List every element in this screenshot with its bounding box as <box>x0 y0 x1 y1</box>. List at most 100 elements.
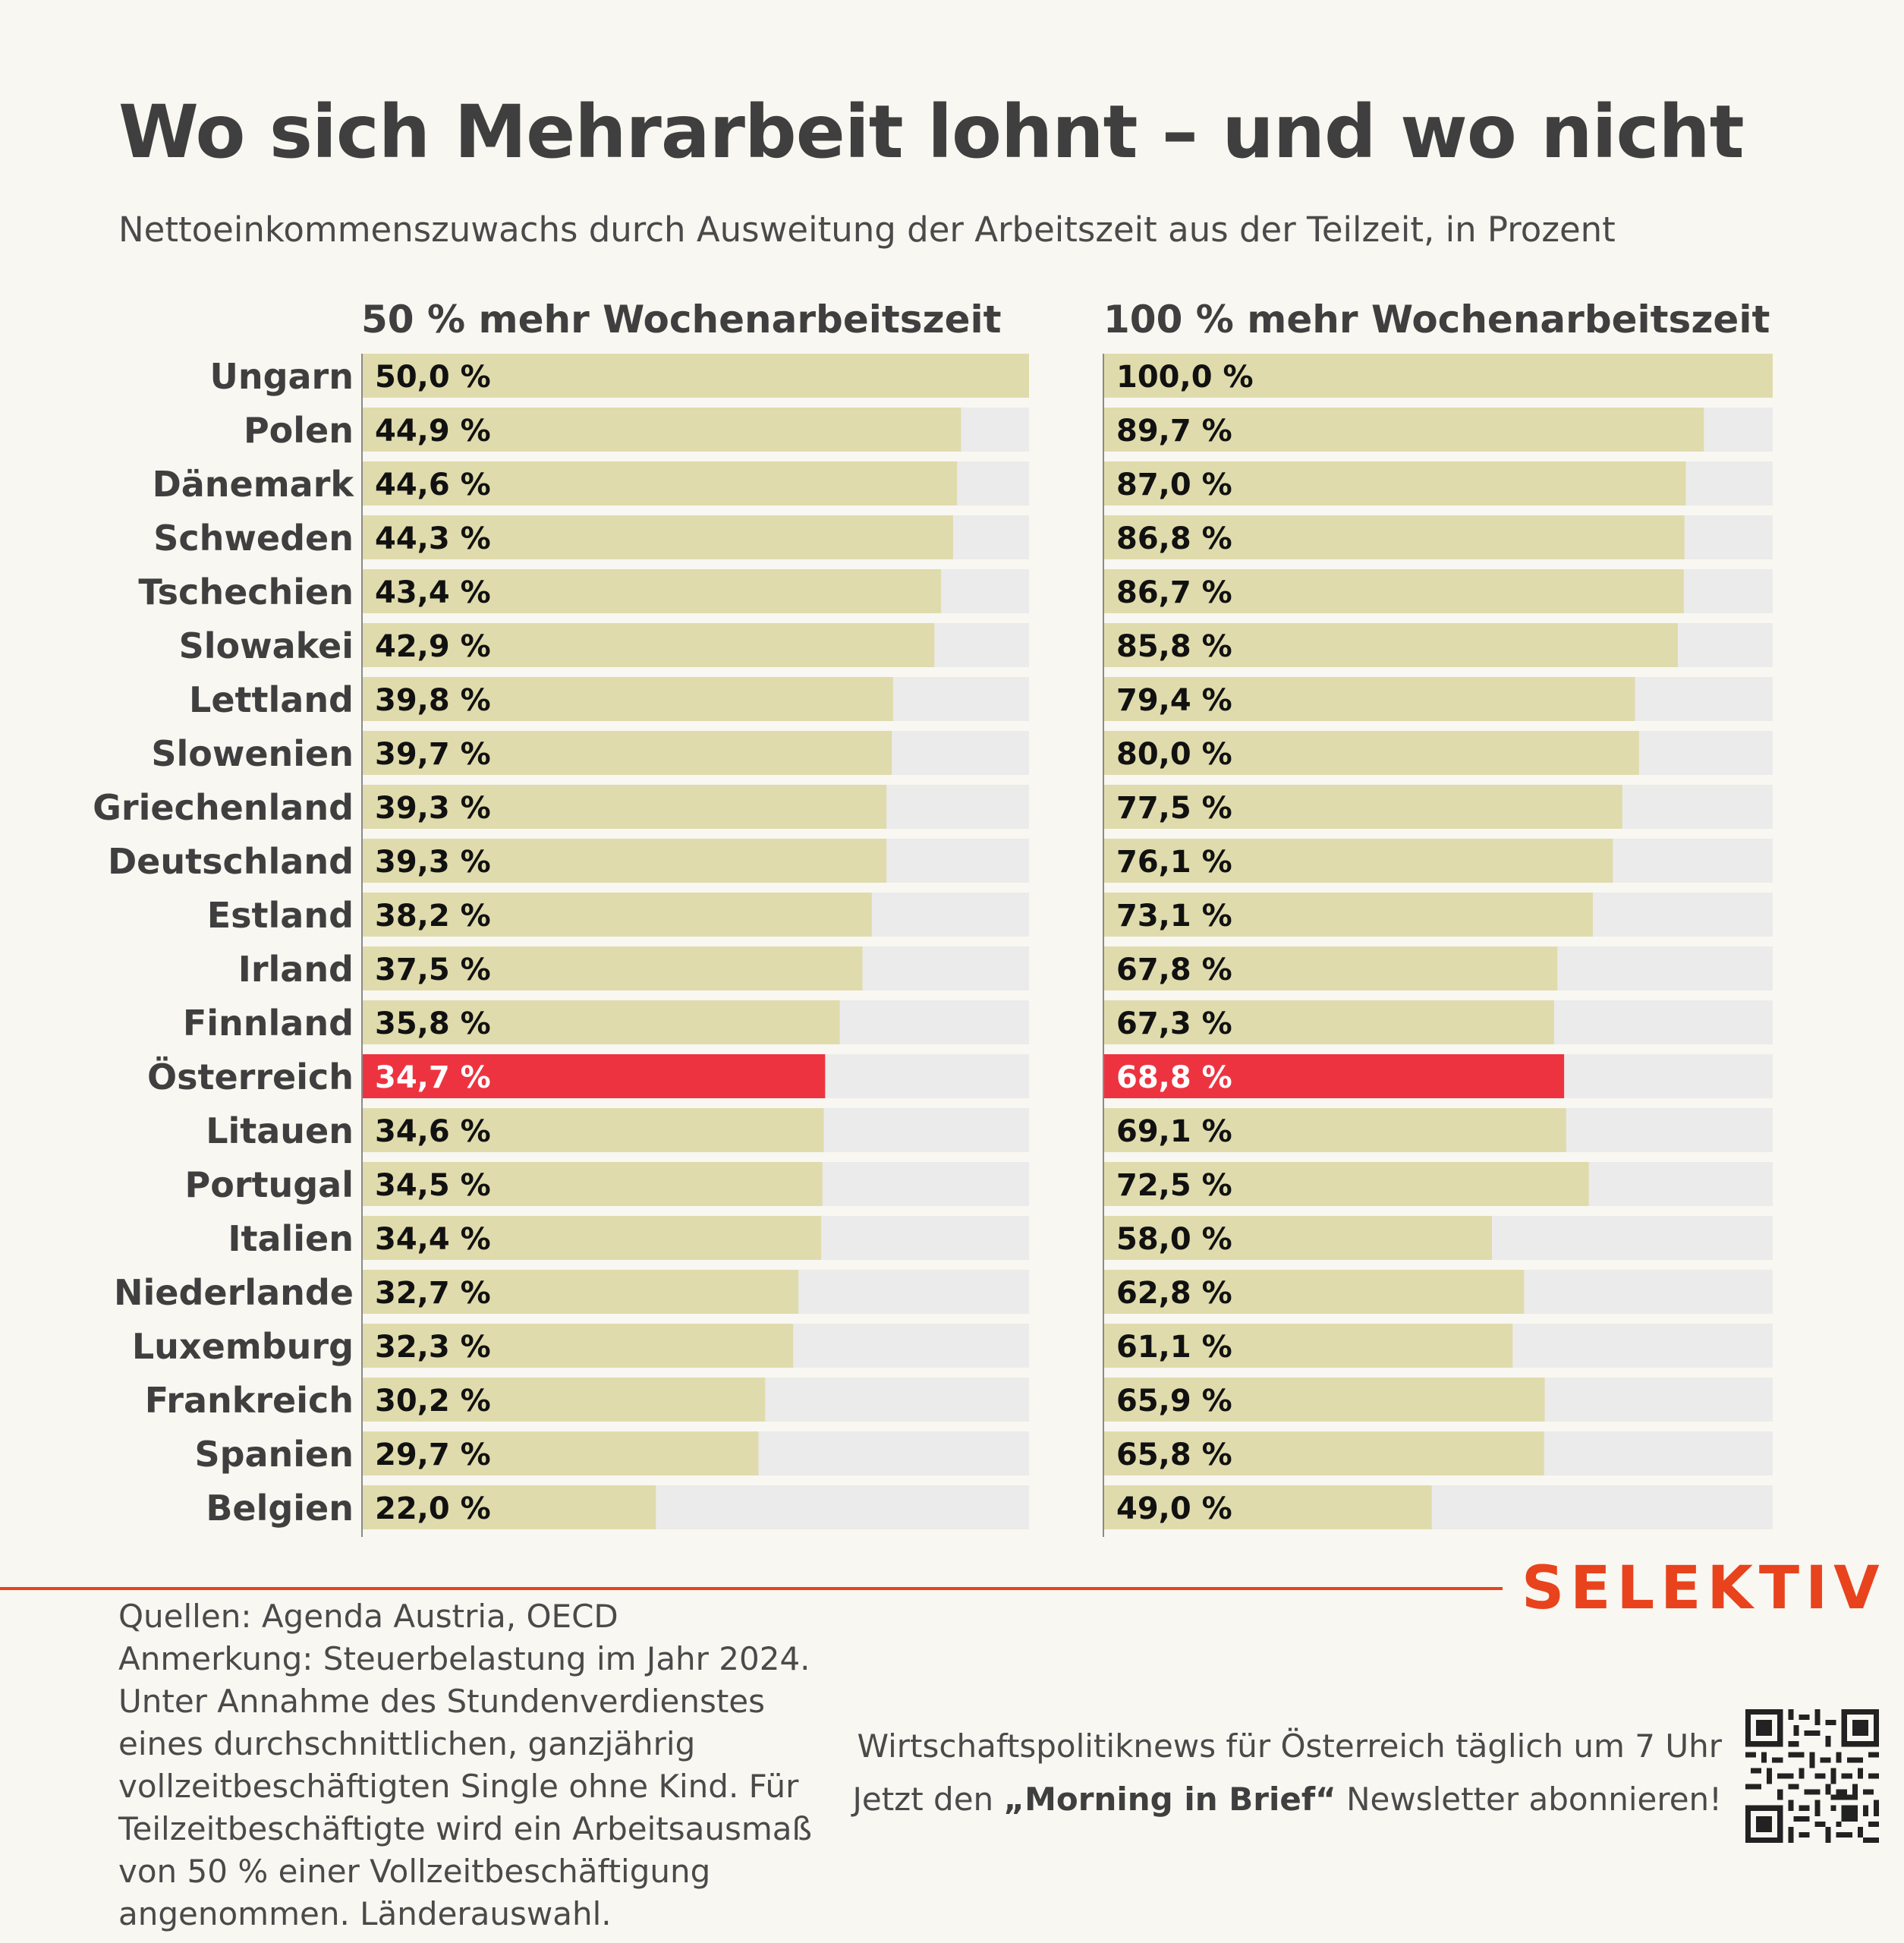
bar <box>363 623 935 667</box>
data-label: 62,8 % <box>1116 1276 1232 1311</box>
footer-divider <box>0 1587 1503 1590</box>
category-label: Polen <box>244 410 354 451</box>
category-label: Griechenland <box>93 787 354 828</box>
bar <box>1104 515 1685 559</box>
note-line: vollzeitbeschäftigten Single ohne Kind. … <box>118 1768 799 1805</box>
category-label: Litauen <box>206 1110 354 1151</box>
bar <box>363 1162 823 1206</box>
category-label: Irland <box>238 949 354 990</box>
bar <box>363 1431 759 1475</box>
brand-logo: SELEKTIV <box>1522 1554 1886 1623</box>
data-label: 44,3 % <box>375 521 491 556</box>
bar <box>1104 354 1773 398</box>
bar <box>1104 1216 1492 1260</box>
promo-text-post: Newsletter abonnieren! <box>1336 1781 1722 1818</box>
category-label: Ungarn <box>209 356 354 397</box>
category-label: Dänemark <box>153 464 355 505</box>
bar <box>1104 461 1686 505</box>
note-line: angenommen. Länderauswahl. <box>118 1895 612 1932</box>
data-label: 89,7 % <box>1116 414 1232 449</box>
bar <box>363 946 863 990</box>
data-label: 65,8 % <box>1116 1438 1232 1472</box>
bar <box>1104 677 1635 721</box>
data-label: 34,4 % <box>375 1222 491 1257</box>
note-line: Teilzeitbeschäftigte wird ein Arbeitsaus… <box>118 1810 812 1847</box>
bar <box>1104 1378 1545 1422</box>
data-label: 39,3 % <box>375 791 491 826</box>
data-label: 32,3 % <box>375 1330 491 1365</box>
bar <box>1104 1270 1525 1314</box>
bar <box>1104 408 1704 452</box>
promo-newsletter-name: „Morning in Brief“ <box>1003 1781 1336 1818</box>
data-label: 42,9 % <box>375 629 491 664</box>
source-notes: Quellen: Agenda Austria, OECD Anmerkung:… <box>118 1595 862 1935</box>
newsletter-promo[interactable]: Wirtschaftspolitiknews für Österreich tä… <box>852 1720 1722 1826</box>
category-label: Slowenien <box>151 733 354 774</box>
bar <box>363 1270 799 1314</box>
bar <box>1104 893 1594 937</box>
data-label: 49,0 % <box>1116 1491 1232 1526</box>
category-label: Niederlande <box>114 1272 354 1313</box>
bar <box>1104 731 1639 775</box>
data-label: 43,4 % <box>375 575 491 610</box>
bar <box>1104 1324 1513 1368</box>
data-label: 34,6 % <box>375 1114 491 1149</box>
data-label: 67,3 % <box>1116 1006 1232 1041</box>
promo-line-1: Wirtschaftspolitiknews für Österreich tä… <box>857 1727 1723 1765</box>
bar <box>363 731 892 775</box>
bar <box>363 569 942 613</box>
category-label: Slowakei <box>179 625 354 666</box>
bar <box>1104 1054 1565 1098</box>
category-label: Tschechien <box>138 572 354 613</box>
bar <box>1104 623 1678 667</box>
note-line: Unter Annahme des Stundenverdienstes <box>118 1683 766 1720</box>
category-label: Österreich <box>147 1057 354 1097</box>
data-label: 39,3 % <box>375 845 491 880</box>
note-line: Anmerkung: Steuerbelastung im Jahr 2024. <box>118 1640 810 1677</box>
bar <box>363 408 961 452</box>
category-label: Portugal <box>185 1164 354 1205</box>
bar <box>1104 1485 1432 1529</box>
data-label: 37,5 % <box>375 953 491 987</box>
data-label: 100,0 % <box>1116 360 1254 395</box>
data-label: 69,1 % <box>1116 1114 1232 1149</box>
bar <box>363 1108 824 1152</box>
data-label: 80,0 % <box>1116 737 1232 772</box>
bar-chart: Ungarn 50,0 % 100,0 % Polen 44,9 % 89,7 % Däne… <box>93 354 1773 1537</box>
category-label: Italien <box>228 1218 354 1259</box>
bar <box>363 1324 794 1368</box>
panel-title-100: 100 % mehr Wochenarbeitszeit <box>1103 298 1770 342</box>
bar <box>363 515 953 559</box>
data-label: 68,8 % <box>1116 1060 1232 1095</box>
note-line: Quellen: Agenda Austria, OECD <box>118 1598 618 1635</box>
data-label: 38,2 % <box>375 899 491 934</box>
bar <box>363 839 887 883</box>
data-label: 29,7 % <box>375 1438 491 1472</box>
data-label: 22,0 % <box>375 1491 491 1526</box>
category-label: Deutschland <box>108 841 354 882</box>
panel-title-50: 50 % mehr Wochenarbeitszeit <box>361 298 1002 342</box>
bar <box>363 677 893 721</box>
promo-line-2: Jetzt den „Morning in Brief“ Newsletter … <box>852 1773 1722 1826</box>
data-label: 35,8 % <box>375 1006 491 1041</box>
data-label: 86,7 % <box>1116 575 1232 610</box>
data-label: 39,7 % <box>375 737 491 772</box>
category-label: Finnland <box>183 1003 354 1044</box>
category-label: Lettland <box>189 679 354 720</box>
bar <box>363 1000 840 1044</box>
bar <box>363 785 887 829</box>
note-line: von 50 % einer Vollzeitbeschäftigung <box>118 1853 711 1890</box>
data-label: 44,9 % <box>375 414 491 449</box>
data-label: 85,8 % <box>1116 629 1232 664</box>
bar <box>1104 785 1622 829</box>
qr-code-icon[interactable] <box>1745 1709 1879 1843</box>
bar <box>1104 1000 1554 1044</box>
chart-title: Wo sich Mehrarbeit lohnt – und wo nicht <box>118 90 1745 175</box>
bar <box>363 461 958 505</box>
data-label: 79,4 % <box>1116 683 1232 718</box>
category-label: Estland <box>207 895 354 936</box>
data-label: 72,5 % <box>1116 1168 1232 1203</box>
bar <box>1104 1162 1589 1206</box>
promo-text-pre: Jetzt den <box>852 1781 1004 1818</box>
bar <box>1104 569 1684 613</box>
